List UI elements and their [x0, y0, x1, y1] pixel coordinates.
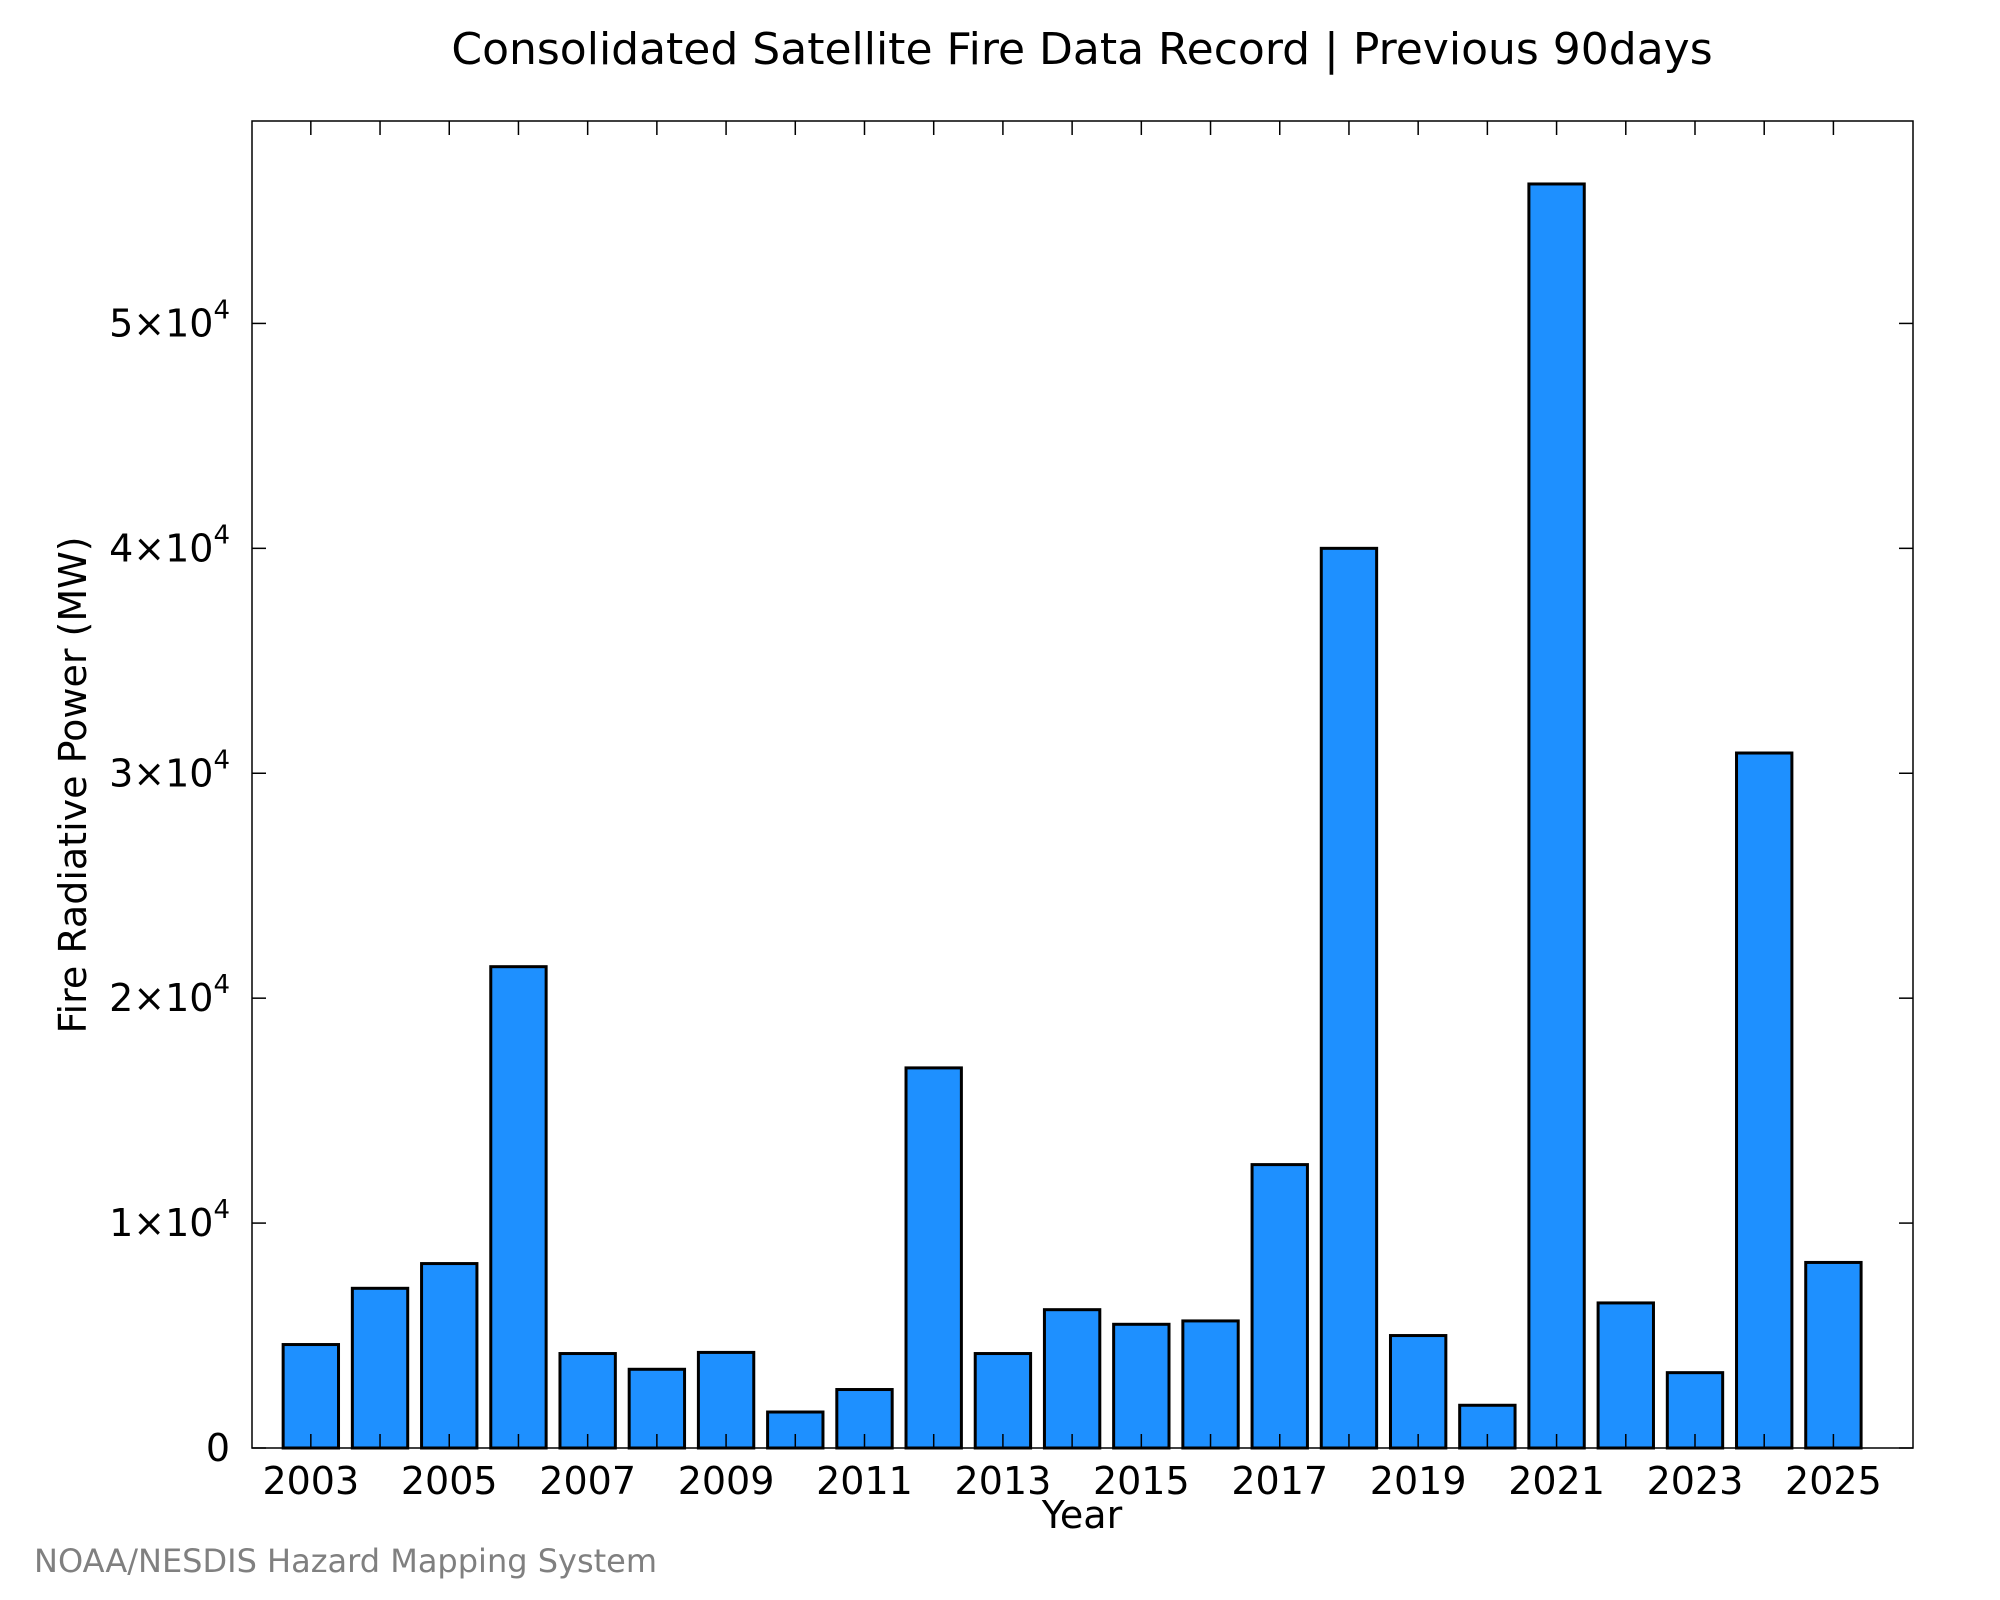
x-tick-label: 2009	[678, 1459, 775, 1503]
x-tick-label: 2003	[262, 1459, 359, 1503]
x-tick-label: 2007	[539, 1459, 636, 1503]
y-tick-label: 4×104	[109, 520, 230, 570]
bar-2012	[904, 1066, 963, 1450]
x-tick-label: 2017	[1231, 1459, 1328, 1503]
y-tick-label: 5×104	[109, 295, 230, 345]
bar-2025	[1804, 1260, 1863, 1450]
bar-2022	[1596, 1301, 1655, 1450]
x-axis-label: Year	[1041, 1493, 1123, 1537]
y-tick-label: 1×104	[109, 1195, 230, 1245]
bar-2005	[420, 1262, 479, 1450]
x-tick-label: 2011	[816, 1459, 913, 1503]
y-axis-ticks: 0 1×104 2×104 3×104 4×104 5×104	[109, 295, 1913, 1470]
y-axis-label: Fire Radiative Power (MW)	[51, 536, 95, 1033]
bar-2006	[489, 965, 548, 1450]
x-tick-label: 2013	[955, 1459, 1052, 1503]
bar-2018	[1319, 546, 1379, 1450]
bar-2024	[1735, 751, 1794, 1450]
x-tick-label: 2025	[1785, 1459, 1882, 1503]
chart-title: Consolidated Satellite Fire Data Record …	[451, 24, 1712, 75]
bar-2013	[973, 1352, 1033, 1450]
bar-2004	[350, 1286, 410, 1450]
x-tick-label: 2023	[1647, 1459, 1744, 1503]
bar-2016	[1181, 1319, 1240, 1450]
bar-2009	[696, 1350, 756, 1450]
bar-2021	[1527, 182, 1586, 1450]
credit-text: NOAA/NESDIS Hazard Mapping System	[34, 1542, 657, 1580]
bar-2003	[281, 1343, 341, 1450]
bar-2019	[1388, 1334, 1448, 1450]
bars-group	[281, 182, 1863, 1450]
y-tick-label: 3×104	[109, 745, 230, 795]
y-tick-label: 0	[206, 1426, 230, 1470]
bar-2017	[1250, 1163, 1309, 1450]
x-tick-label: 2019	[1370, 1459, 1467, 1503]
bar-2015	[1112, 1322, 1171, 1450]
y-tick-label: 2×104	[109, 970, 230, 1020]
bar-2014	[1042, 1308, 1102, 1450]
x-tick-label: 2021	[1508, 1459, 1605, 1503]
bar-2007	[558, 1352, 617, 1450]
x-axis-ticks: 2003 2005 2007 2009 2011 2013 2015 2017 2019 2021…	[262, 121, 1882, 1503]
x-tick-label: 2015	[1093, 1459, 1190, 1503]
x-tick-label: 2005	[401, 1459, 498, 1503]
